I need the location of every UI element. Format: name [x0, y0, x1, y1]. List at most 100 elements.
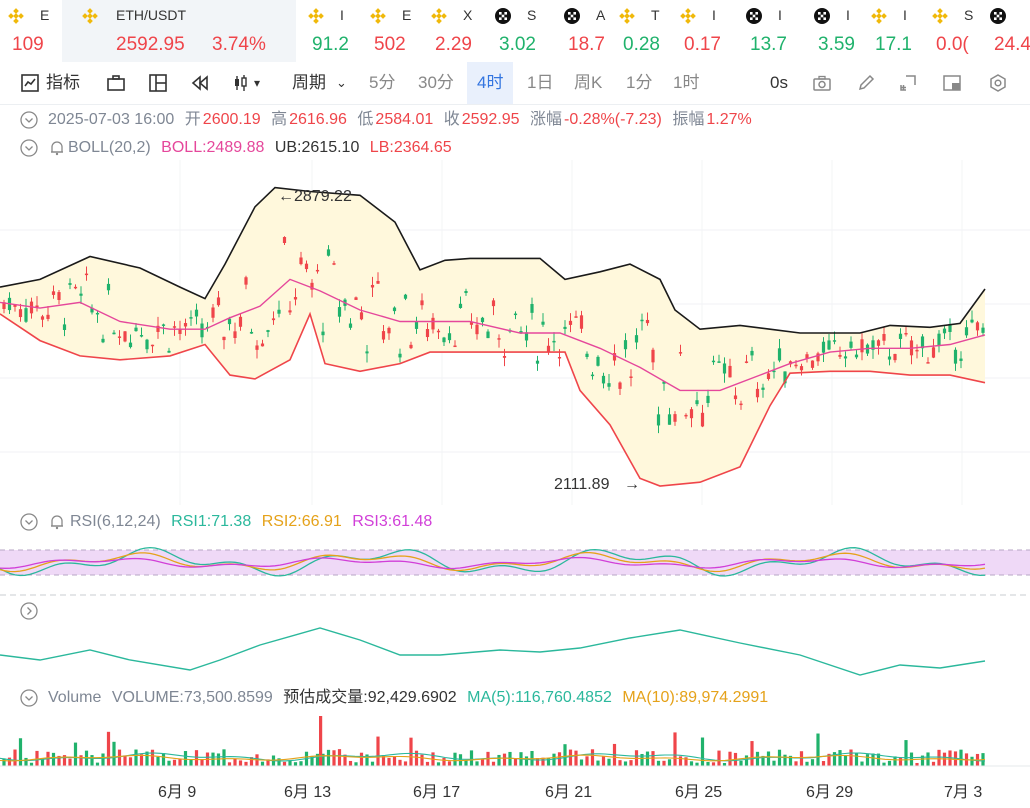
ticker-item[interactable]: ETH/USDT 2592.95 3.74% [62, 0, 296, 62]
volume-bar [222, 749, 226, 766]
collapse-chevron-icon[interactable] [20, 689, 38, 707]
candle-body [123, 331, 127, 342]
okx-logo-icon [746, 8, 762, 24]
candle-body [376, 280, 380, 284]
ticker-item[interactable]: A 18.7 [556, 0, 616, 62]
binance-logo-icon [308, 8, 324, 24]
interval-1h[interactable]: 1时 [673, 73, 700, 92]
volume-bar [310, 755, 314, 766]
settings-gear-icon[interactable] [988, 73, 1008, 93]
candle-body [161, 324, 166, 326]
x-tick-label: 6月 25 [675, 784, 723, 801]
add-window-icon[interactable] [898, 73, 918, 93]
candle-body [150, 344, 155, 347]
ticker-item[interactable]: E 502 [362, 0, 422, 62]
candle-body [590, 374, 595, 377]
ticker-item[interactable]: 24.4 [982, 0, 1030, 62]
interval-week[interactable]: 周K [574, 73, 603, 92]
low-label: 低 [357, 111, 374, 128]
volume-bar [90, 755, 94, 766]
fullscreen-icon[interactable] [942, 73, 962, 93]
candle-body [106, 283, 111, 291]
volume-bar [931, 761, 936, 766]
candle-body [942, 328, 947, 334]
volume-bar [535, 758, 540, 766]
candle-body [233, 331, 237, 338]
ticker-item[interactable]: I 91.2 [300, 0, 360, 62]
candle-body [728, 365, 732, 378]
binance-logo-icon [82, 8, 98, 24]
ticker-price: 109 [12, 34, 44, 55]
bell-icon[interactable] [48, 513, 66, 531]
candle-body [464, 290, 468, 294]
x-tick-label: 6月 17 [413, 784, 461, 801]
bell-icon[interactable] [48, 139, 66, 157]
layout-icon[interactable] [148, 73, 168, 93]
volume-bar [832, 752, 837, 766]
volume-bar [299, 761, 303, 766]
interval-5m[interactable]: 5分 [369, 73, 396, 92]
rewind-icon[interactable] [190, 73, 210, 93]
collapse-chevron-icon[interactable] [20, 513, 38, 531]
candle-body [409, 344, 413, 349]
indicator-button[interactable]: 指标 [46, 73, 80, 92]
ticker-item[interactable]: X 2.29 [423, 0, 483, 62]
ticker-symbol: S [527, 7, 537, 23]
ticker-item[interactable]: I 17.1 [863, 0, 923, 62]
volume-bar [684, 757, 688, 766]
briefcase-icon[interactable] [106, 73, 126, 93]
volume-bar [508, 751, 512, 766]
candle-body [673, 414, 677, 422]
ticker-item[interactable]: S 0.0( [924, 0, 984, 62]
volume-bar [282, 761, 287, 766]
candle-body [684, 414, 688, 417]
candle-body [876, 340, 881, 346]
interval-30m[interactable]: 30分 [418, 73, 454, 92]
ticker-item[interactable]: S 3.02 [487, 0, 547, 62]
ticker-item[interactable]: I 13.7 [738, 0, 798, 62]
volume-bar [376, 736, 380, 766]
chevron-down-icon[interactable]: ⌄ [336, 75, 347, 90]
ticker-price: 502 [374, 34, 406, 55]
volume-bar [766, 751, 771, 766]
ticker-item[interactable]: I 3.59 [806, 0, 866, 62]
volume-bar [319, 716, 323, 766]
candle-body [343, 299, 347, 306]
expand-chevron-icon[interactable] [20, 602, 38, 620]
interval-4h[interactable]: 4时 [467, 62, 514, 104]
collapse-chevron-icon[interactable] [20, 139, 38, 157]
high-annotation-arrow: ← [278, 188, 294, 205]
candle-body [112, 332, 116, 335]
interval-1d[interactable]: 1日 [527, 73, 554, 92]
ticker-item[interactable]: I 0.17 [672, 0, 732, 62]
candle-body [502, 355, 507, 358]
candle-body [766, 373, 771, 379]
volume-bar [519, 752, 523, 766]
candle-body [799, 366, 804, 371]
ticker-item[interactable]: E 109 [0, 0, 60, 62]
boll-lb-value: LB:2364.65 [369, 139, 452, 156]
volume-bar [904, 740, 908, 766]
candle-body [524, 332, 529, 341]
candle-body [172, 326, 177, 328]
chevron-down-icon[interactable]: ▾ [254, 76, 261, 90]
candle-body [651, 349, 655, 363]
pencil-icon[interactable] [856, 73, 876, 93]
indicator-chart-icon[interactable] [20, 73, 40, 93]
candle-body [805, 354, 809, 359]
collapse-chevron-icon[interactable] [20, 111, 38, 129]
ticker-item[interactable]: T 0.28 [611, 0, 671, 62]
candle-type-icon[interactable] [232, 73, 252, 93]
period-dropdown[interactable]: 周期 [292, 73, 326, 92]
volume-bar [706, 762, 710, 766]
candle-body [95, 312, 100, 315]
volume-bar [755, 751, 760, 766]
candle-body [469, 321, 474, 325]
interval-1m[interactable]: 1分 [626, 73, 653, 92]
candle-body [788, 361, 793, 365]
camera-icon[interactable] [812, 73, 832, 93]
candle-body [68, 283, 72, 285]
ticker-price: 3.59 [818, 34, 855, 55]
candle-body [398, 353, 402, 358]
volume-bar [354, 762, 358, 766]
